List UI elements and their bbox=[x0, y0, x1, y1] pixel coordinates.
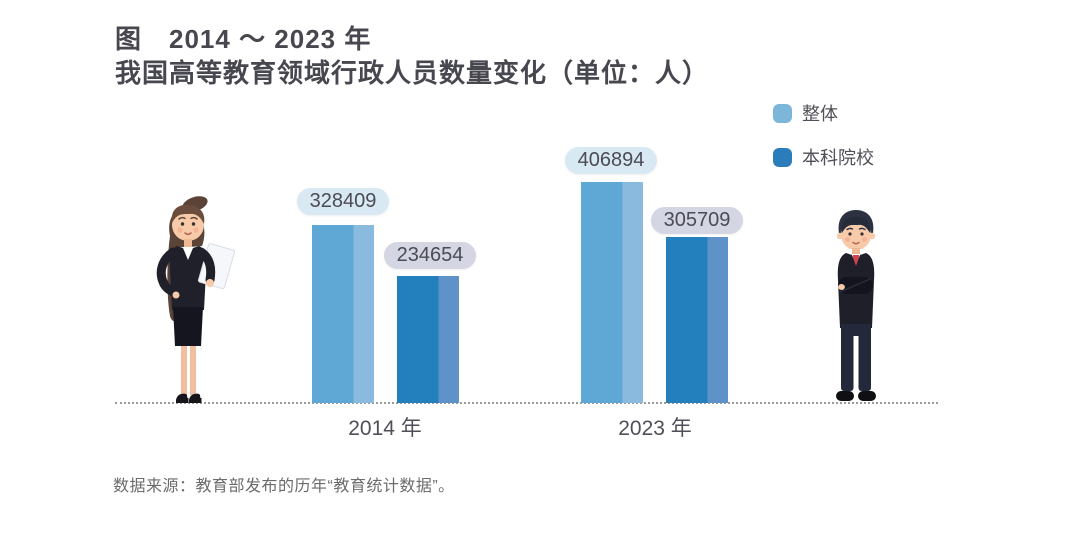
source-note: 数据来源：教育部发布的历年“教育统计数据”。 bbox=[113, 478, 455, 495]
x-axis-label-2014: 2014 年 bbox=[348, 417, 422, 440]
legend-item-overall: 整体 bbox=[773, 100, 874, 126]
bar-2014-overall bbox=[312, 225, 374, 403]
chart-title: 图 2014 ～ 2023 年 我国高等教育领域行政人员数量变化（单位：人） bbox=[115, 22, 709, 90]
businesswoman-illustration bbox=[156, 196, 235, 403]
x-axis-baseline bbox=[115, 402, 938, 404]
value-label-2014-undergrad: 234654 bbox=[384, 242, 476, 269]
bar-2023-undergrad bbox=[666, 237, 728, 403]
bar-2023-overall bbox=[581, 182, 643, 403]
legend-swatch-undergrad-icon bbox=[773, 147, 792, 167]
legend: 整体 本科院校 bbox=[773, 100, 874, 170]
legend-item-undergrad: 本科院校 bbox=[773, 144, 874, 170]
chart-title-line2: 我国高等教育领域行政人员数量变化（单位：人） bbox=[115, 58, 710, 88]
x-axis-label-2023: 2023 年 bbox=[618, 417, 692, 440]
businessman-illustration bbox=[836, 210, 876, 401]
legend-label-undergrad: 本科院校 bbox=[802, 148, 874, 168]
legend-swatch-overall-icon bbox=[773, 103, 792, 123]
legend-label-overall: 整体 bbox=[802, 104, 838, 124]
value-label-2014-overall: 328409 bbox=[297, 188, 389, 215]
value-label-2023-undergrad: 305709 bbox=[651, 207, 743, 234]
chart-title-line1: 图 2014 ～ 2023 年 bbox=[115, 24, 372, 54]
value-label-2023-overall: 406894 bbox=[565, 147, 657, 174]
bar-2014-undergrad bbox=[397, 276, 459, 403]
